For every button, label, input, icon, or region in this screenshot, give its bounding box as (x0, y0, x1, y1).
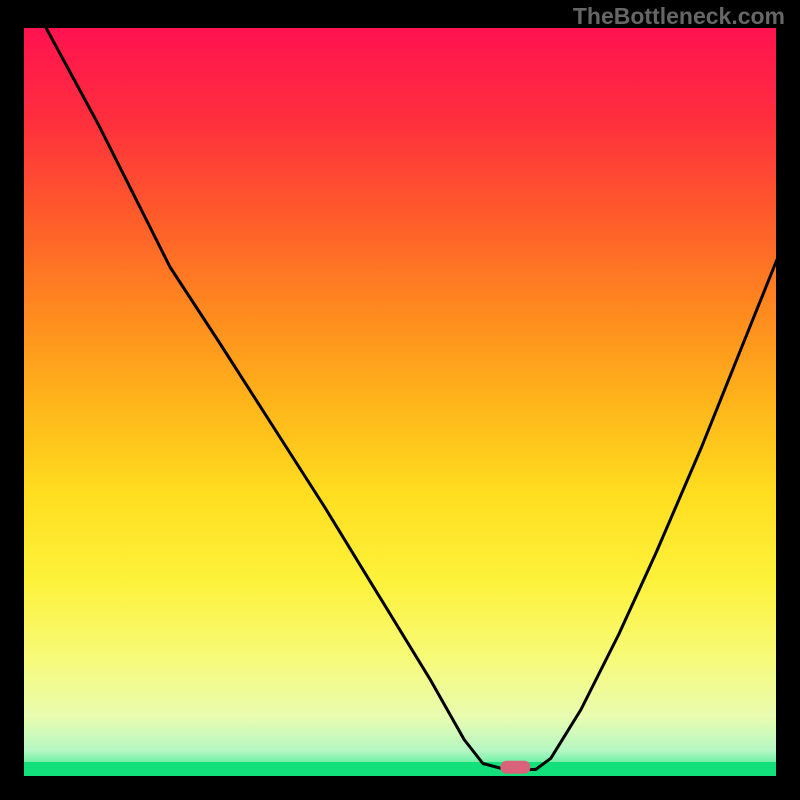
watermark-text: TheBottleneck.com (573, 3, 785, 30)
plot-background (23, 27, 777, 777)
optimal-marker (500, 761, 530, 774)
bottom-green-band (23, 762, 777, 777)
